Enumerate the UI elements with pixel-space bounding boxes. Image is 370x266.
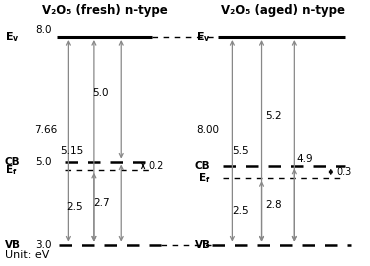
Text: VB: VB [4, 240, 21, 250]
Text: 8.0: 8.0 [36, 26, 52, 35]
Text: CB: CB [195, 161, 211, 171]
Text: $\mathbf{E_f}$: $\mathbf{E_f}$ [4, 163, 17, 177]
Text: 8.00: 8.00 [196, 126, 220, 135]
Text: 2.5: 2.5 [66, 202, 83, 212]
Text: 2.7: 2.7 [94, 198, 110, 208]
Text: VB: VB [195, 240, 211, 250]
Text: 0.3: 0.3 [336, 167, 351, 177]
Text: 0.2: 0.2 [149, 161, 164, 171]
Text: 3.0: 3.0 [36, 240, 52, 250]
Text: V₂O₅ (fresh) n-type: V₂O₅ (fresh) n-type [42, 4, 168, 16]
Text: 5.5: 5.5 [232, 146, 249, 156]
Text: CB: CB [4, 157, 20, 167]
Text: $\mathbf{E_v}$: $\mathbf{E_v}$ [196, 30, 211, 44]
Text: 2.5: 2.5 [232, 206, 249, 216]
Text: 4.9: 4.9 [296, 154, 313, 164]
Text: $\mathbf{E_v}$: $\mathbf{E_v}$ [4, 30, 19, 44]
Text: 2.8: 2.8 [265, 200, 282, 210]
Text: $\mathbf{E_f}$: $\mathbf{E_f}$ [198, 171, 211, 185]
Text: 5.0: 5.0 [36, 157, 52, 167]
Text: 5.2: 5.2 [265, 111, 282, 121]
Text: 5.0: 5.0 [92, 88, 108, 98]
Text: V₂O₅ (aged) n-type: V₂O₅ (aged) n-type [221, 4, 346, 16]
Text: 7.66: 7.66 [34, 126, 57, 135]
Text: 5.15: 5.15 [60, 146, 83, 156]
Text: Unit: eV: Unit: eV [4, 250, 49, 260]
